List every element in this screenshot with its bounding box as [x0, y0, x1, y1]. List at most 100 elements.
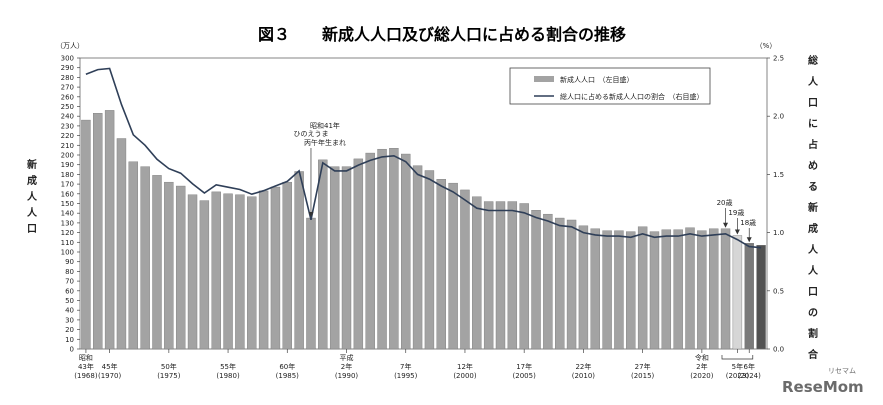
y-left-tick-label: 140 — [61, 210, 74, 218]
bar — [543, 213, 553, 350]
chart-title: 図３ 新成人人口及び総人口に占める割合の推移 — [258, 25, 626, 44]
y-right-title-char: 口 — [808, 98, 818, 109]
x-tick-label: (2020) — [690, 372, 714, 380]
x-tick-label: 12年 — [457, 362, 473, 371]
y-left-tick-label: 0 — [70, 346, 74, 354]
y-left-tick-label: 160 — [61, 190, 74, 198]
y-right-title-char: 人 — [808, 243, 819, 256]
bar — [483, 201, 494, 350]
y-left-tick-label: 240 — [61, 113, 74, 121]
y-left-title-char: 口 — [27, 224, 37, 235]
y-right-title-char: 成 — [808, 222, 818, 235]
x-tick-label: (1990) — [335, 372, 359, 380]
y-left-tick-label: 40 — [65, 307, 74, 315]
y-right-title-char: 総 — [808, 54, 818, 67]
y-left-tick-label: 230 — [61, 122, 74, 130]
age-arrowhead — [734, 229, 740, 235]
bar — [531, 210, 541, 350]
bar — [507, 201, 518, 350]
y-left-tick-label: 120 — [61, 229, 74, 237]
y-right-title-char: 人 — [808, 264, 819, 277]
x-tick-label: 5年 — [732, 362, 743, 371]
y-left-tick-label: 210 — [61, 142, 74, 150]
bar — [412, 165, 423, 350]
x-tick-label: 50年 — [161, 362, 177, 371]
age-label: 19歳 — [728, 208, 744, 217]
bar — [104, 110, 115, 350]
y-left-tick-label: 80 — [65, 268, 74, 276]
bar — [377, 148, 387, 350]
x-tick-label: 27年 — [635, 362, 651, 371]
hinoeuma-label: ひのえうま — [293, 130, 328, 138]
ratio-line — [85, 67, 762, 249]
bar — [424, 170, 435, 350]
y-right-title-char: め — [808, 160, 818, 172]
y-axis-right: 0.0 0.5 1.0 1.5 2.0 2.5 — [767, 55, 784, 354]
y-right-tick-label: 2.5 — [773, 55, 784, 63]
y-left-tick-label: 10 — [65, 336, 74, 344]
bar — [175, 185, 186, 350]
bar — [164, 181, 174, 350]
y-right-title-char: の — [808, 308, 818, 319]
legend-bar-swatch — [534, 76, 554, 82]
y-right-tick-label: 1.5 — [773, 171, 784, 179]
bar — [270, 186, 281, 350]
age-arrowhead — [723, 222, 729, 228]
x-tick-label: (2024) — [738, 372, 762, 380]
y-right-tick-label: 0.5 — [773, 287, 784, 295]
right-unit-label: （%） — [756, 42, 777, 50]
y-left-tick-label: 110 — [61, 239, 74, 247]
bar — [116, 138, 127, 350]
y-left-tick-label: 20 — [65, 326, 74, 334]
x-tick-label: (2015) — [631, 372, 655, 380]
bar — [744, 243, 754, 350]
y-left-tick-label: 270 — [61, 84, 74, 92]
watermark: ReseMom リセマム — [782, 367, 864, 396]
bar — [602, 230, 612, 350]
y-left-tick-label: 90 — [65, 258, 74, 266]
hinoeuma-label: 昭和41年 — [310, 121, 340, 130]
x-tick-label: (1975) — [157, 372, 181, 380]
bar — [365, 152, 375, 350]
y-right-title-char: 口 — [808, 287, 818, 298]
x-tick-label: 2年 — [341, 362, 352, 371]
y-right-tick-label: 0.0 — [773, 346, 784, 354]
left-unit-label: （万人） — [56, 42, 84, 50]
x-tick-label: (1968) — [74, 372, 98, 380]
x-tick-label: (2000) — [453, 372, 477, 380]
y-right-title-char: に — [808, 118, 818, 130]
bar — [258, 190, 269, 350]
x-tick-label: (1970) — [98, 372, 122, 380]
bar — [708, 228, 719, 350]
bar — [401, 153, 411, 350]
bar — [223, 193, 233, 350]
y-right-title-char: 人 — [808, 75, 819, 88]
x-tick-label: (1985) — [276, 372, 300, 380]
bar — [673, 229, 683, 350]
bar — [329, 166, 340, 350]
bar — [282, 181, 292, 350]
bar — [353, 158, 364, 350]
y-right-tick-label: 1.0 — [773, 229, 784, 237]
x-tick-label: 22年 — [575, 362, 591, 371]
bar — [341, 166, 352, 350]
y-left-tick-label: 130 — [61, 219, 74, 227]
bar — [649, 231, 660, 350]
y-right-title-char: 占 — [808, 138, 818, 151]
bar — [294, 171, 304, 350]
year-bracket — [721, 355, 754, 360]
bar — [732, 235, 743, 350]
bar — [637, 226, 648, 350]
bar — [756, 245, 766, 350]
y-left-title-char: 新 — [27, 158, 37, 171]
bar — [720, 228, 731, 350]
bar — [81, 119, 91, 350]
x-tick-label: 昭和 — [79, 353, 93, 362]
y-left-tick-label: 220 — [61, 132, 74, 140]
y-left-tick-label: 300 — [61, 55, 74, 63]
y-left-tick-label: 50 — [65, 297, 74, 305]
bar — [626, 231, 636, 350]
bar — [318, 159, 328, 350]
x-tick-label: 45年 — [102, 362, 118, 371]
age-label: 20歳 — [717, 198, 733, 207]
